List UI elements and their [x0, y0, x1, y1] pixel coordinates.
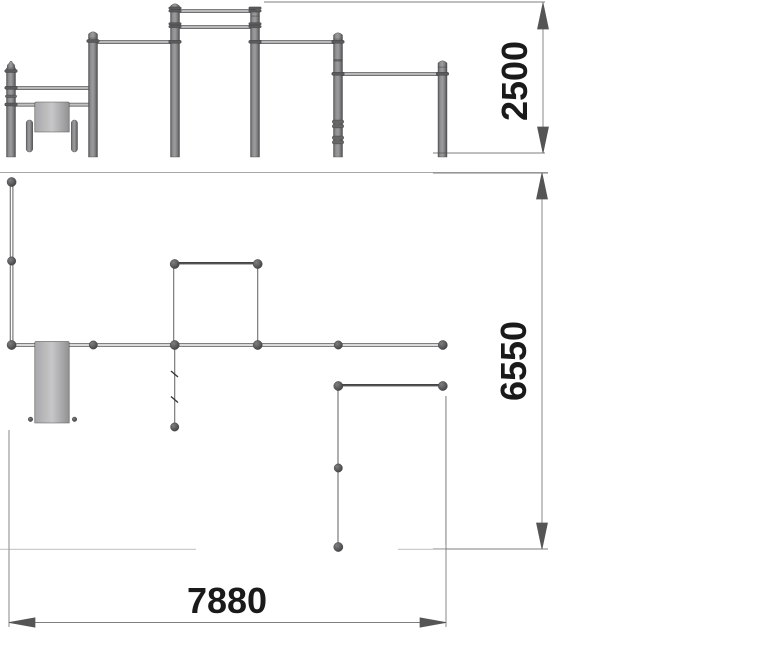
svg-text:7880: 7880 — [187, 580, 267, 621]
svg-text:6550: 6550 — [493, 321, 534, 401]
svg-text:2500: 2500 — [494, 41, 535, 121]
